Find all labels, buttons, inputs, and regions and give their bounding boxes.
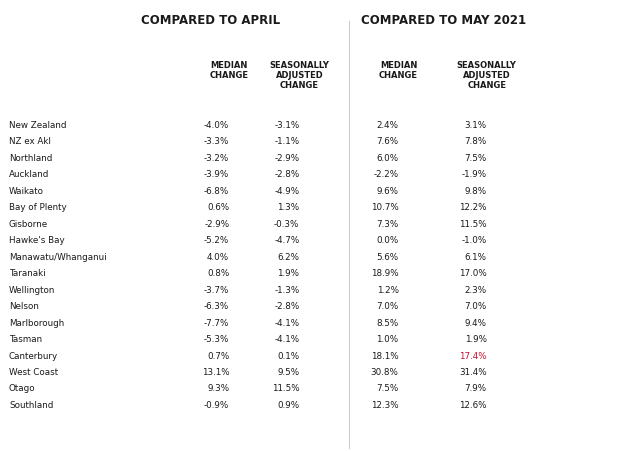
Text: -5.2%: -5.2% bbox=[204, 236, 229, 245]
Text: 1.3%: 1.3% bbox=[277, 203, 299, 212]
Text: 31.4%: 31.4% bbox=[459, 368, 487, 377]
Text: Wellington: Wellington bbox=[9, 285, 55, 295]
Text: 18.1%: 18.1% bbox=[371, 351, 399, 360]
Text: 5.6%: 5.6% bbox=[376, 253, 399, 262]
Text: -1.1%: -1.1% bbox=[274, 137, 299, 146]
Text: 0.9%: 0.9% bbox=[277, 401, 299, 410]
Text: -1.9%: -1.9% bbox=[461, 170, 487, 179]
Text: 11.5%: 11.5% bbox=[272, 385, 299, 393]
Text: 9.3%: 9.3% bbox=[207, 385, 229, 393]
Text: SEASONALLY
ADJUSTED
CHANGE: SEASONALLY ADJUSTED CHANGE bbox=[269, 61, 329, 91]
Text: -1.0%: -1.0% bbox=[461, 236, 487, 245]
Text: -6.8%: -6.8% bbox=[204, 187, 229, 196]
Text: 9.4%: 9.4% bbox=[464, 318, 487, 327]
Text: 11.5%: 11.5% bbox=[459, 220, 487, 229]
Text: -4.1%: -4.1% bbox=[274, 318, 299, 327]
Text: 7.0%: 7.0% bbox=[464, 302, 487, 311]
Text: -4.9%: -4.9% bbox=[274, 187, 299, 196]
Text: 18.9%: 18.9% bbox=[371, 269, 399, 278]
Text: 1.9%: 1.9% bbox=[464, 335, 487, 344]
Text: 12.6%: 12.6% bbox=[459, 401, 487, 410]
Text: -2.9%: -2.9% bbox=[274, 154, 299, 163]
Text: 8.5%: 8.5% bbox=[376, 318, 399, 327]
Text: 0.8%: 0.8% bbox=[207, 269, 229, 278]
Text: 7.0%: 7.0% bbox=[376, 302, 399, 311]
Text: New Zealand: New Zealand bbox=[9, 121, 66, 130]
Text: 6.2%: 6.2% bbox=[277, 253, 299, 262]
Text: -0.3%: -0.3% bbox=[274, 220, 299, 229]
Text: 7.3%: 7.3% bbox=[376, 220, 399, 229]
Text: 13.1%: 13.1% bbox=[202, 368, 229, 377]
Text: -0.9%: -0.9% bbox=[204, 401, 229, 410]
Text: MEDIAN
CHANGE: MEDIAN CHANGE bbox=[210, 61, 249, 80]
Text: Marlborough: Marlborough bbox=[9, 318, 64, 327]
Text: 30.8%: 30.8% bbox=[371, 368, 399, 377]
Text: 7.9%: 7.9% bbox=[464, 385, 487, 393]
Text: Hawke's Bay: Hawke's Bay bbox=[9, 236, 64, 245]
Text: -4.0%: -4.0% bbox=[204, 121, 229, 130]
Text: NZ ex Akl: NZ ex Akl bbox=[9, 137, 51, 146]
Text: 10.7%: 10.7% bbox=[371, 203, 399, 212]
Text: 7.8%: 7.8% bbox=[464, 137, 487, 146]
Text: 17.0%: 17.0% bbox=[459, 269, 487, 278]
Text: Gisborne: Gisborne bbox=[9, 220, 48, 229]
Text: -3.1%: -3.1% bbox=[274, 121, 299, 130]
Text: -2.8%: -2.8% bbox=[274, 302, 299, 311]
Text: 2.4%: 2.4% bbox=[377, 121, 399, 130]
Text: COMPARED TO APRIL: COMPARED TO APRIL bbox=[141, 14, 280, 27]
Text: 9.5%: 9.5% bbox=[277, 368, 299, 377]
Text: 9.6%: 9.6% bbox=[377, 187, 399, 196]
Text: Nelson: Nelson bbox=[9, 302, 39, 311]
Text: -3.7%: -3.7% bbox=[204, 285, 229, 295]
Text: 7.6%: 7.6% bbox=[376, 137, 399, 146]
Text: 4.0%: 4.0% bbox=[207, 253, 229, 262]
Text: -7.7%: -7.7% bbox=[204, 318, 229, 327]
Text: COMPARED TO MAY 2021: COMPARED TO MAY 2021 bbox=[361, 14, 526, 27]
Text: -2.2%: -2.2% bbox=[374, 170, 399, 179]
Text: Taranaki: Taranaki bbox=[9, 269, 46, 278]
Text: 6.0%: 6.0% bbox=[376, 154, 399, 163]
Text: 12.3%: 12.3% bbox=[371, 401, 399, 410]
Text: 6.1%: 6.1% bbox=[464, 253, 487, 262]
Text: -2.8%: -2.8% bbox=[274, 170, 299, 179]
Text: Waikato: Waikato bbox=[9, 187, 44, 196]
Text: -1.3%: -1.3% bbox=[274, 285, 299, 295]
Text: MEDIAN
CHANGE: MEDIAN CHANGE bbox=[379, 61, 418, 80]
Text: Manawatu/Whanganui: Manawatu/Whanganui bbox=[9, 253, 106, 262]
Text: 1.0%: 1.0% bbox=[376, 335, 399, 344]
Text: 12.2%: 12.2% bbox=[459, 203, 487, 212]
Text: 2.3%: 2.3% bbox=[464, 285, 487, 295]
Text: SEASONALLY
ADJUSTED
CHANGE: SEASONALLY ADJUSTED CHANGE bbox=[457, 61, 516, 91]
Text: -3.2%: -3.2% bbox=[204, 154, 229, 163]
Text: West Coast: West Coast bbox=[9, 368, 58, 377]
Text: 7.5%: 7.5% bbox=[376, 385, 399, 393]
Text: 7.5%: 7.5% bbox=[464, 154, 487, 163]
Text: 0.6%: 0.6% bbox=[207, 203, 229, 212]
Text: 1.2%: 1.2% bbox=[377, 285, 399, 295]
Text: -3.3%: -3.3% bbox=[204, 137, 229, 146]
Text: 0.7%: 0.7% bbox=[207, 351, 229, 360]
Text: -4.7%: -4.7% bbox=[274, 236, 299, 245]
Text: Canterbury: Canterbury bbox=[9, 351, 58, 360]
Text: -2.9%: -2.9% bbox=[204, 220, 229, 229]
Text: Auckland: Auckland bbox=[9, 170, 49, 179]
Text: Bay of Plenty: Bay of Plenty bbox=[9, 203, 66, 212]
Text: 17.4%: 17.4% bbox=[459, 351, 487, 360]
Text: 9.8%: 9.8% bbox=[464, 187, 487, 196]
Text: Otago: Otago bbox=[9, 385, 36, 393]
Text: Southland: Southland bbox=[9, 401, 53, 410]
Text: -5.3%: -5.3% bbox=[204, 335, 229, 344]
Text: -6.3%: -6.3% bbox=[204, 302, 229, 311]
Text: Northland: Northland bbox=[9, 154, 53, 163]
Text: 3.1%: 3.1% bbox=[464, 121, 487, 130]
Text: -3.9%: -3.9% bbox=[204, 170, 229, 179]
Text: -4.1%: -4.1% bbox=[274, 335, 299, 344]
Text: Tasman: Tasman bbox=[9, 335, 42, 344]
Text: 0.0%: 0.0% bbox=[376, 236, 399, 245]
Text: 1.9%: 1.9% bbox=[277, 269, 299, 278]
Text: 0.1%: 0.1% bbox=[277, 351, 299, 360]
